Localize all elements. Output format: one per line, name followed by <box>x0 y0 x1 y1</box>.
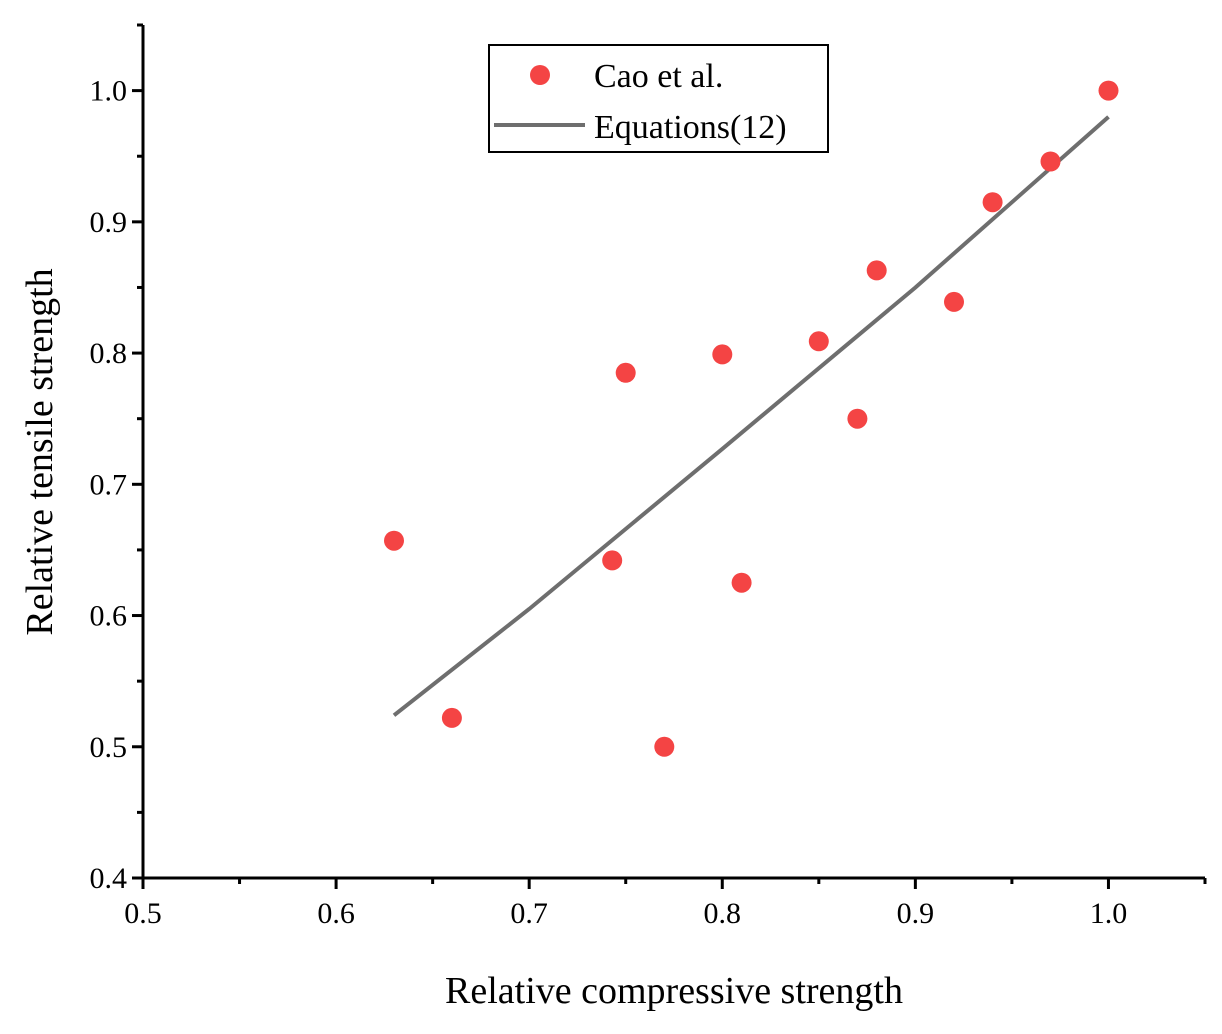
data-point <box>654 736 675 757</box>
data-point <box>1040 151 1061 172</box>
plot-area <box>384 80 1119 757</box>
y-tick-label: 1.0 <box>90 75 128 108</box>
data-point <box>982 192 1003 213</box>
legend-box <box>488 44 829 153</box>
data-point <box>712 344 733 365</box>
data-point <box>731 572 752 593</box>
x-tick-label: 1.0 <box>1090 897 1128 930</box>
data-point <box>441 707 462 728</box>
legend: Cao et al. Equations(12) <box>488 44 829 153</box>
y-tick-label: 0.4 <box>90 862 128 895</box>
x-tick-label: 0.5 <box>124 897 162 930</box>
y-tick-label: 0.7 <box>90 468 128 501</box>
x-tick-label: 0.8 <box>704 897 742 930</box>
x-tick-label: 0.9 <box>897 897 935 930</box>
data-point <box>384 530 404 551</box>
data-point <box>944 291 964 312</box>
x-axis-title: Relative compressive strength <box>445 970 903 1012</box>
equation-line <box>392 115 1110 717</box>
legend-label-equation: Equations(12) <box>594 109 787 146</box>
axes: 0.5 0.6 0.7 0.8 0.9 1.00.40.50.60.70.80.91.0 <box>90 23 1207 930</box>
data-point <box>1098 80 1119 101</box>
legend-label-cao: Cao et al. <box>594 58 723 95</box>
data-point <box>615 362 636 383</box>
data-point <box>808 331 829 352</box>
x-tick-label: 0.7 <box>510 897 548 930</box>
data-point <box>602 550 623 571</box>
y-tick-label: 0.5 <box>90 731 128 764</box>
y-tick-label: 0.6 <box>90 600 128 633</box>
legend-marker-cao <box>530 65 550 85</box>
data-point <box>847 408 868 429</box>
data-point <box>866 260 887 281</box>
x-tick-label: 0.6 <box>317 897 355 930</box>
y-tick-label: 0.9 <box>90 206 128 239</box>
y-axis-title: Relative tensile strength <box>19 268 61 635</box>
y-tick-label: 0.8 <box>90 337 128 370</box>
